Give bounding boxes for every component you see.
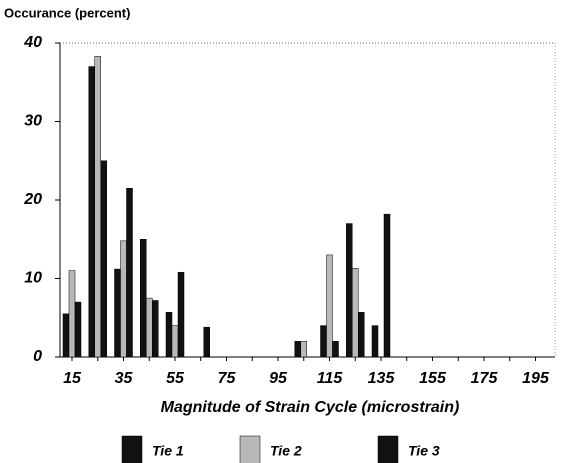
bar — [383, 213, 391, 358]
bar — [74, 301, 82, 358]
x-tick-label: 115 — [317, 370, 344, 387]
x-tick-label: 175 — [471, 370, 499, 387]
x-tick-label: 135 — [368, 370, 396, 387]
x-tick-label: 95 — [269, 370, 288, 387]
bar — [126, 187, 133, 358]
y-axis-label: Occurance (percent) — [4, 5, 130, 20]
bar — [371, 325, 379, 358]
legend-swatch — [239, 435, 261, 463]
bar — [165, 312, 173, 358]
bar — [88, 66, 95, 358]
bar — [114, 268, 121, 358]
legend-swatch — [121, 435, 143, 463]
bar — [320, 325, 327, 358]
bar — [100, 160, 107, 358]
x-tick-label: 15 — [63, 370, 82, 387]
legend-label: Tie 1 — [152, 443, 184, 459]
bar — [332, 341, 339, 358]
legend-label: Tie 3 — [408, 443, 440, 459]
y-tick-label: 40 — [23, 34, 42, 51]
bar — [62, 313, 70, 358]
x-tick-label: 195 — [522, 370, 550, 387]
x-tick-label: 75 — [218, 370, 237, 387]
y-tick-label: 10 — [24, 270, 42, 287]
bar — [68, 270, 76, 358]
bar — [94, 56, 101, 358]
bar — [152, 300, 159, 358]
legend-label: Tie 2 — [270, 443, 302, 459]
bar — [358, 312, 365, 358]
y-tick-label: 30 — [24, 113, 42, 130]
bar — [171, 325, 179, 358]
bar — [177, 271, 185, 358]
bar — [146, 297, 153, 358]
x-tick-label: 35 — [115, 370, 134, 387]
x-tick-label: 155 — [419, 370, 447, 387]
bar — [352, 268, 359, 358]
y-tick-label: 20 — [23, 191, 42, 208]
legend-swatch — [377, 435, 399, 463]
bar — [346, 223, 353, 358]
y-tick-label: 0 — [33, 348, 42, 365]
bar — [120, 240, 127, 358]
x-tick-label: 55 — [166, 370, 185, 387]
x-axis-label: Magnitude of Strain Cycle (microstrain) — [161, 399, 460, 416]
bar — [203, 326, 210, 358]
bar — [326, 254, 333, 358]
bar — [300, 341, 307, 358]
bar — [140, 239, 147, 358]
bar — [294, 341, 301, 358]
